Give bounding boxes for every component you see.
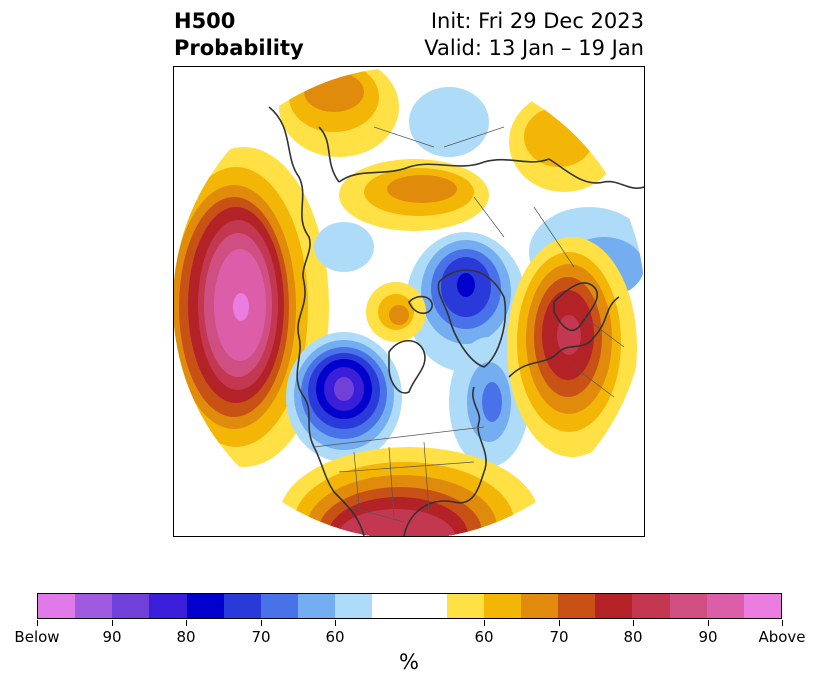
map-canvas <box>174 67 644 536</box>
coastline-pacific-nw <box>296 281 335 493</box>
colorbar-tick-label: 90 <box>102 628 122 646</box>
colorbar-tick-label: 70 <box>251 628 271 646</box>
date-info: Init: Fri 29 Dec 2023 Valid: 13 Jan – 19… <box>424 8 644 62</box>
coastline-russia-north <box>548 158 644 189</box>
border-states-2 <box>388 446 395 518</box>
colorbar-segment-above-3 <box>558 594 596 618</box>
colorbar-segment-above-7 <box>706 594 744 618</box>
chart-title: H500 Probability <box>174 8 304 62</box>
anomaly-neg-west <box>314 222 374 272</box>
anomaly-neg-greenland <box>482 382 502 422</box>
border-russia-2 <box>533 206 575 268</box>
anomaly-pos-siberia <box>387 175 457 203</box>
colorbar-segment-above-8 <box>743 594 782 618</box>
colorbar-segment-below-1 <box>75 594 113 618</box>
border-asia-1 <box>373 126 435 148</box>
coastline-mexico <box>333 491 365 536</box>
anomaly-pos-pacific <box>233 293 249 321</box>
coastline-arctic-islands <box>408 295 433 315</box>
border-europe-1 <box>573 366 615 398</box>
variable-label: H500 <box>174 9 236 33</box>
colorbar-tick-mark <box>37 620 38 626</box>
colorbar-segment-below-0 <box>38 594 76 618</box>
probability-map <box>173 66 645 537</box>
colorbar-tick-mark <box>559 620 560 626</box>
colorbar-segment-below-6 <box>260 594 299 618</box>
coastline-siberia <box>338 158 550 183</box>
colorbar-segment-above-4 <box>595 594 633 618</box>
coastline-scandinavia <box>553 282 599 332</box>
colorbar-segment-above-0 <box>446 594 484 618</box>
colorbar-tick-label: 60 <box>474 628 494 646</box>
colorbar-segment-neutral <box>372 594 447 618</box>
anomaly-neg-polar <box>457 273 475 297</box>
colorbar-segment-below-8 <box>335 594 373 618</box>
border-asia-2 <box>443 126 505 148</box>
colorbar-segment-above-2 <box>521 594 559 618</box>
border-us-canada <box>313 426 485 448</box>
border-states-1 <box>353 451 360 508</box>
colorbar-tick-label: 80 <box>176 628 196 646</box>
coastlines <box>268 106 644 536</box>
anomaly-pos-southus <box>336 509 456 536</box>
colorbar-tick-label: 60 <box>325 628 345 646</box>
colorbar-tick-mark <box>708 620 709 626</box>
colorbar-tick-mark <box>335 620 336 626</box>
colorbar-tick-label: 90 <box>698 628 718 646</box>
coastline-gulf <box>403 471 485 536</box>
coastline-atlantic <box>472 386 487 473</box>
colorbar-segment-below-3 <box>149 594 187 618</box>
coastline-kamchatka <box>318 126 340 183</box>
colorbar-tick-mark <box>782 620 783 626</box>
colorbar-tick-mark <box>261 620 262 626</box>
colorbar-tick-mark <box>112 620 113 626</box>
colorbar-segment-below-5 <box>223 594 261 618</box>
anomaly-neg-arctic <box>409 87 489 157</box>
anomaly-pos-europe <box>524 107 594 167</box>
border-us-mexico <box>348 506 405 523</box>
valid-range: Valid: 13 Jan – 19 Jan <box>424 36 644 60</box>
anomaly-pos-canada <box>389 305 409 325</box>
border-states-4 <box>338 461 475 473</box>
colorbar-segment-below-7 <box>298 594 336 618</box>
border-europe-2 <box>583 316 625 348</box>
colorbar-segment-above-1 <box>483 594 522 618</box>
product-label: Probability <box>174 36 304 60</box>
colorbar-tick-label: 70 <box>549 628 569 646</box>
coastline-alaska <box>268 106 311 283</box>
colorbar-segment-below-4 <box>186 594 224 618</box>
colorbar <box>37 593 782 619</box>
anomaly-neg-westcoast <box>334 377 354 401</box>
colorbar-tick-mark <box>484 620 485 626</box>
colorbar-tick-label: Above <box>758 628 806 646</box>
colorbar-segment-above-6 <box>669 594 707 618</box>
border-russia-1 <box>473 196 505 238</box>
colorbar-tick-mark <box>186 620 187 626</box>
colorbar-tick-label: Below <box>14 628 60 646</box>
colorbar-tick-mark <box>633 620 634 626</box>
coastline-greenland <box>437 269 507 368</box>
border-states-3 <box>423 441 430 513</box>
borders <box>313 126 625 523</box>
coastline-europe <box>508 296 620 378</box>
colorbar-segment-below-2 <box>112 594 150 618</box>
colorbar-tick-label: 80 <box>623 628 643 646</box>
init-date: Init: Fri 29 Dec 2023 <box>430 9 644 33</box>
anomaly-pos-north <box>304 72 364 112</box>
colorbar-segment-above-5 <box>632 594 670 618</box>
anomaly-pos-scandinavia <box>557 315 581 355</box>
colorbar-unit-label: % <box>399 650 419 674</box>
coastline-hudson <box>388 339 426 394</box>
